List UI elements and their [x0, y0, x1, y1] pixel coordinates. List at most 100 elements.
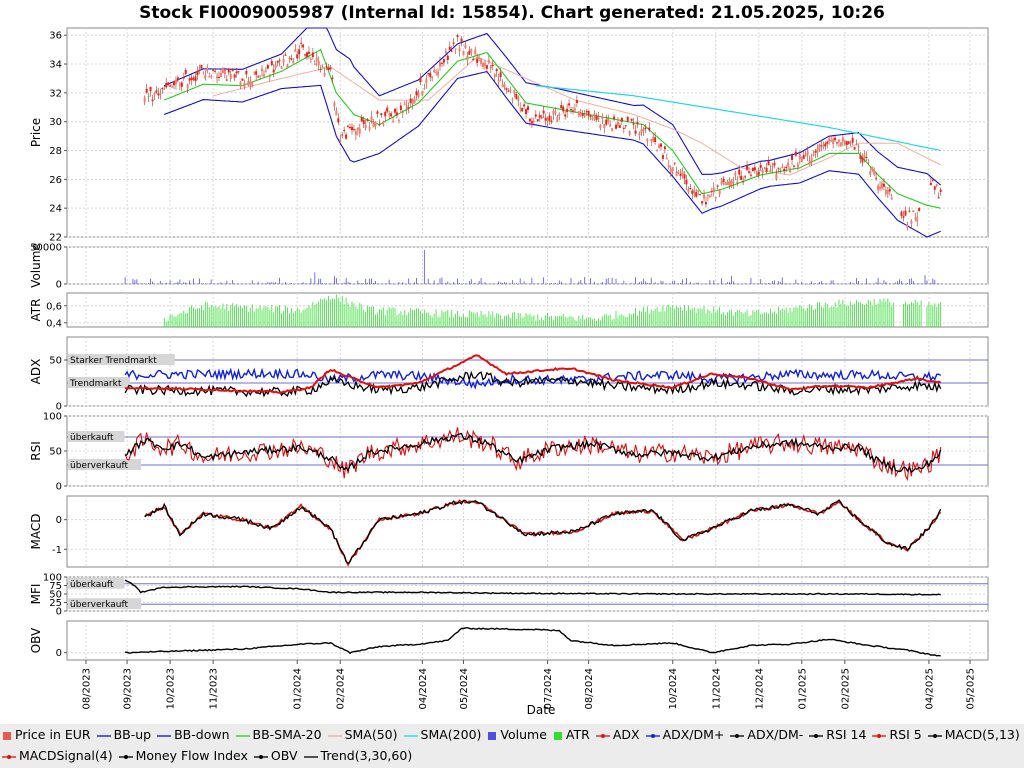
candle-body — [249, 80, 252, 85]
candle-body — [341, 134, 344, 136]
candle-body — [235, 71, 238, 74]
y-tick-label: 0 — [56, 482, 62, 493]
candle-body — [875, 177, 878, 179]
candle-body — [771, 165, 774, 168]
candle-body — [916, 217, 919, 222]
macd-line — [144, 499, 942, 565]
candle-body — [724, 183, 727, 185]
x-axis: 08/2023 09/2023 10/2023 11/2023 01/2024 02/20… — [82, 660, 977, 710]
indicator-panels: 2224262830323436Price050000Volume0,40,6A… — [29, 27, 989, 661]
legend-item: BB-up — [96, 727, 152, 742]
threshold-label-bg — [68, 598, 142, 610]
candle-body — [221, 68, 224, 73]
adx-line — [125, 354, 942, 394]
y-axis-label-macd: MACD — [29, 514, 43, 550]
candle-body — [824, 143, 827, 147]
candle-body — [264, 70, 267, 72]
candle-body — [337, 118, 340, 123]
candle-body — [429, 72, 432, 78]
candle-body — [227, 68, 230, 73]
legend-label: BB-up — [113, 727, 152, 742]
candle-body — [822, 145, 825, 147]
candle-body — [636, 122, 639, 125]
x-tick-label: 10/2024 — [668, 668, 679, 710]
candle-body — [661, 155, 664, 159]
candle-body — [577, 111, 580, 117]
y-tick-label: 30 — [49, 117, 62, 128]
candle-body — [419, 77, 422, 83]
candle-body — [489, 65, 492, 69]
candle-body — [386, 107, 389, 112]
candle-body — [888, 189, 891, 192]
legend-row: MACDSignal(4) Money Flow Index OBV Trend(3,… — [2, 748, 418, 763]
candle-body — [718, 190, 721, 195]
candle-body — [865, 156, 868, 158]
candle-body — [830, 140, 833, 142]
candle-body — [794, 151, 797, 156]
legend-swatch — [96, 734, 111, 737]
candle-body — [431, 76, 434, 79]
candle-body — [323, 72, 326, 76]
candle-body — [255, 71, 258, 75]
candle-body — [615, 124, 618, 129]
candle-body — [274, 65, 277, 68]
candle-body — [792, 165, 795, 167]
candle-body — [839, 142, 842, 146]
candle-body — [706, 194, 709, 196]
candle-body — [206, 67, 209, 72]
legend-swatch — [253, 754, 268, 759]
candle-body — [861, 157, 864, 163]
candle-body — [278, 60, 281, 62]
candle-body — [753, 167, 756, 171]
candle-body — [440, 62, 443, 65]
candle-body — [399, 105, 402, 111]
candle-body — [908, 210, 911, 212]
candle-body — [515, 93, 518, 99]
candle-body — [294, 49, 297, 52]
x-tick-label: 04/2025 — [924, 668, 935, 710]
candle-body — [210, 75, 213, 77]
candle-body — [693, 189, 696, 194]
x-tick-label: 07/2024 — [543, 668, 554, 710]
candle-body — [679, 173, 682, 176]
candle-body — [773, 162, 776, 166]
threshold-label: Starker Trendmarkt — [68, 354, 175, 366]
candle-body — [462, 50, 465, 56]
candle-body — [482, 63, 485, 67]
candle-body — [767, 161, 770, 166]
y-tick-label: 0 — [56, 607, 62, 618]
candle-body — [552, 110, 555, 115]
candle-body — [798, 154, 801, 160]
candle-body — [390, 113, 393, 117]
candle-body — [216, 76, 219, 79]
candle-body — [372, 122, 375, 128]
candle-body — [597, 116, 600, 120]
x-tick-label: 01/2025 — [797, 668, 808, 710]
price-candles — [143, 33, 942, 231]
candle-body — [540, 117, 543, 119]
mfi-line — [124, 579, 941, 596]
y-axis-label-rsi: RSI — [29, 441, 43, 461]
candle-body — [178, 84, 181, 86]
candle-body — [415, 91, 418, 96]
candle-body — [325, 66, 328, 68]
candle-body — [714, 197, 717, 199]
candle-body — [519, 107, 522, 109]
candle-body — [491, 64, 494, 66]
candle-body — [368, 126, 371, 130]
candle-body — [366, 119, 369, 121]
candle-body — [683, 174, 686, 179]
candle-body — [378, 124, 381, 126]
legend-item: ATR — [553, 727, 590, 742]
threshold-label: Trendmarkt — [68, 377, 130, 389]
candle-body — [573, 108, 576, 111]
candle-body — [802, 155, 805, 159]
candle-body — [161, 88, 164, 90]
candle-body — [472, 58, 475, 61]
candle-body — [198, 69, 201, 71]
candle-body — [703, 194, 706, 199]
candle-body — [288, 57, 291, 59]
candle-body — [609, 124, 612, 127]
legend-label: OBV — [270, 748, 298, 763]
candle-body — [906, 224, 909, 228]
